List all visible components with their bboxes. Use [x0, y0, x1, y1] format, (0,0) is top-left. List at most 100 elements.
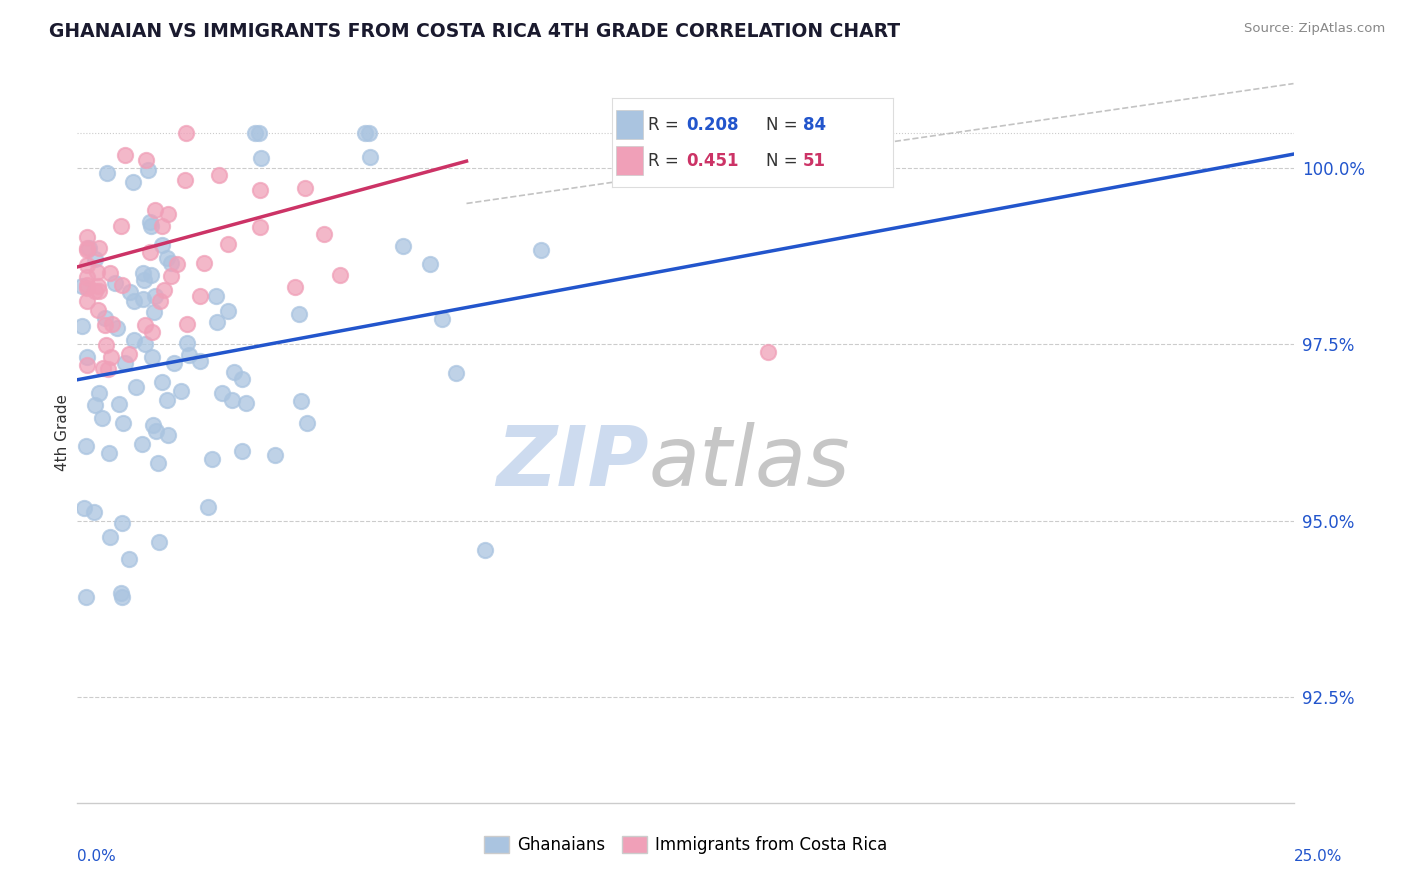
- Point: [76, 241, 98, 255]
- Point: [290, 394, 312, 409]
- Point: [176, 335, 198, 350]
- Point: [118, 347, 141, 361]
- Text: 25.0%: 25.0%: [1295, 849, 1343, 863]
- Point: [143, 202, 166, 217]
- Point: [77, 241, 100, 255]
- Point: [208, 168, 231, 182]
- Point: [204, 289, 226, 303]
- Point: [101, 317, 124, 331]
- Point: [87, 241, 110, 255]
- Point: [110, 586, 132, 600]
- Point: [100, 350, 122, 364]
- Text: N =: N =: [766, 116, 803, 134]
- Point: [122, 294, 145, 309]
- Bar: [616, 111, 643, 139]
- Point: [87, 284, 110, 298]
- Point: [83, 505, 105, 519]
- Point: [247, 126, 270, 140]
- Point: [134, 337, 156, 351]
- Point: [110, 219, 132, 233]
- Point: [249, 183, 271, 197]
- Point: [73, 501, 96, 516]
- Point: [250, 151, 273, 165]
- Point: [112, 416, 135, 430]
- Point: [354, 126, 377, 140]
- Text: 51: 51: [803, 152, 825, 169]
- Point: [86, 265, 108, 279]
- Point: [70, 318, 93, 333]
- Point: [359, 150, 381, 164]
- Point: [76, 350, 98, 364]
- Point: [122, 333, 145, 347]
- Point: [76, 230, 98, 244]
- Point: [76, 270, 98, 285]
- Point: [284, 279, 307, 293]
- Point: [96, 166, 118, 180]
- Point: [159, 269, 181, 284]
- Point: [70, 279, 93, 293]
- Point: [249, 220, 271, 235]
- Point: [756, 344, 779, 359]
- Point: [84, 284, 107, 298]
- Point: [419, 257, 441, 271]
- Point: [117, 551, 139, 566]
- Point: [287, 307, 309, 321]
- Point: [120, 285, 142, 299]
- Point: [131, 266, 153, 280]
- Point: [98, 530, 121, 544]
- Point: [145, 424, 167, 438]
- Text: 0.451: 0.451: [686, 152, 738, 169]
- Point: [245, 126, 267, 140]
- Text: 0.0%: 0.0%: [77, 849, 117, 863]
- Point: [211, 386, 233, 401]
- Point: [153, 283, 176, 297]
- Point: [444, 366, 467, 380]
- Text: Source: ZipAtlas.com: Source: ZipAtlas.com: [1244, 22, 1385, 36]
- Point: [121, 175, 143, 189]
- Point: [177, 348, 200, 362]
- Point: [142, 417, 165, 432]
- Point: [105, 320, 128, 334]
- Bar: [616, 146, 643, 175]
- Point: [148, 534, 170, 549]
- Point: [87, 279, 110, 293]
- Point: [87, 303, 110, 318]
- Point: [124, 380, 146, 394]
- Point: [98, 445, 121, 459]
- Point: [75, 590, 97, 604]
- Point: [264, 449, 287, 463]
- Point: [141, 325, 163, 339]
- Point: [231, 444, 253, 458]
- Point: [135, 153, 157, 168]
- Point: [156, 251, 179, 265]
- Point: [312, 227, 335, 241]
- Point: [134, 318, 156, 332]
- Point: [83, 252, 105, 267]
- Point: [217, 237, 239, 252]
- Y-axis label: 4th Grade: 4th Grade: [55, 394, 70, 471]
- Point: [474, 542, 496, 557]
- Point: [205, 315, 228, 329]
- Point: [221, 393, 243, 408]
- Point: [143, 305, 166, 319]
- Point: [530, 243, 553, 257]
- Point: [91, 360, 114, 375]
- Point: [294, 180, 316, 194]
- Point: [111, 277, 134, 292]
- Text: R =: R =: [648, 116, 685, 134]
- Point: [176, 126, 198, 140]
- Point: [392, 239, 415, 253]
- Point: [94, 338, 117, 352]
- Point: [111, 591, 134, 605]
- Point: [75, 439, 97, 453]
- Point: [160, 256, 183, 270]
- Point: [84, 398, 107, 412]
- Text: N =: N =: [766, 152, 803, 169]
- Point: [166, 257, 188, 271]
- Point: [150, 237, 173, 252]
- Point: [197, 500, 219, 514]
- Point: [98, 266, 121, 280]
- Point: [150, 376, 173, 390]
- Text: GHANAIAN VS IMMIGRANTS FROM COSTA RICA 4TH GRADE CORRELATION CHART: GHANAIAN VS IMMIGRANTS FROM COSTA RICA 4…: [49, 22, 900, 41]
- Point: [131, 293, 153, 307]
